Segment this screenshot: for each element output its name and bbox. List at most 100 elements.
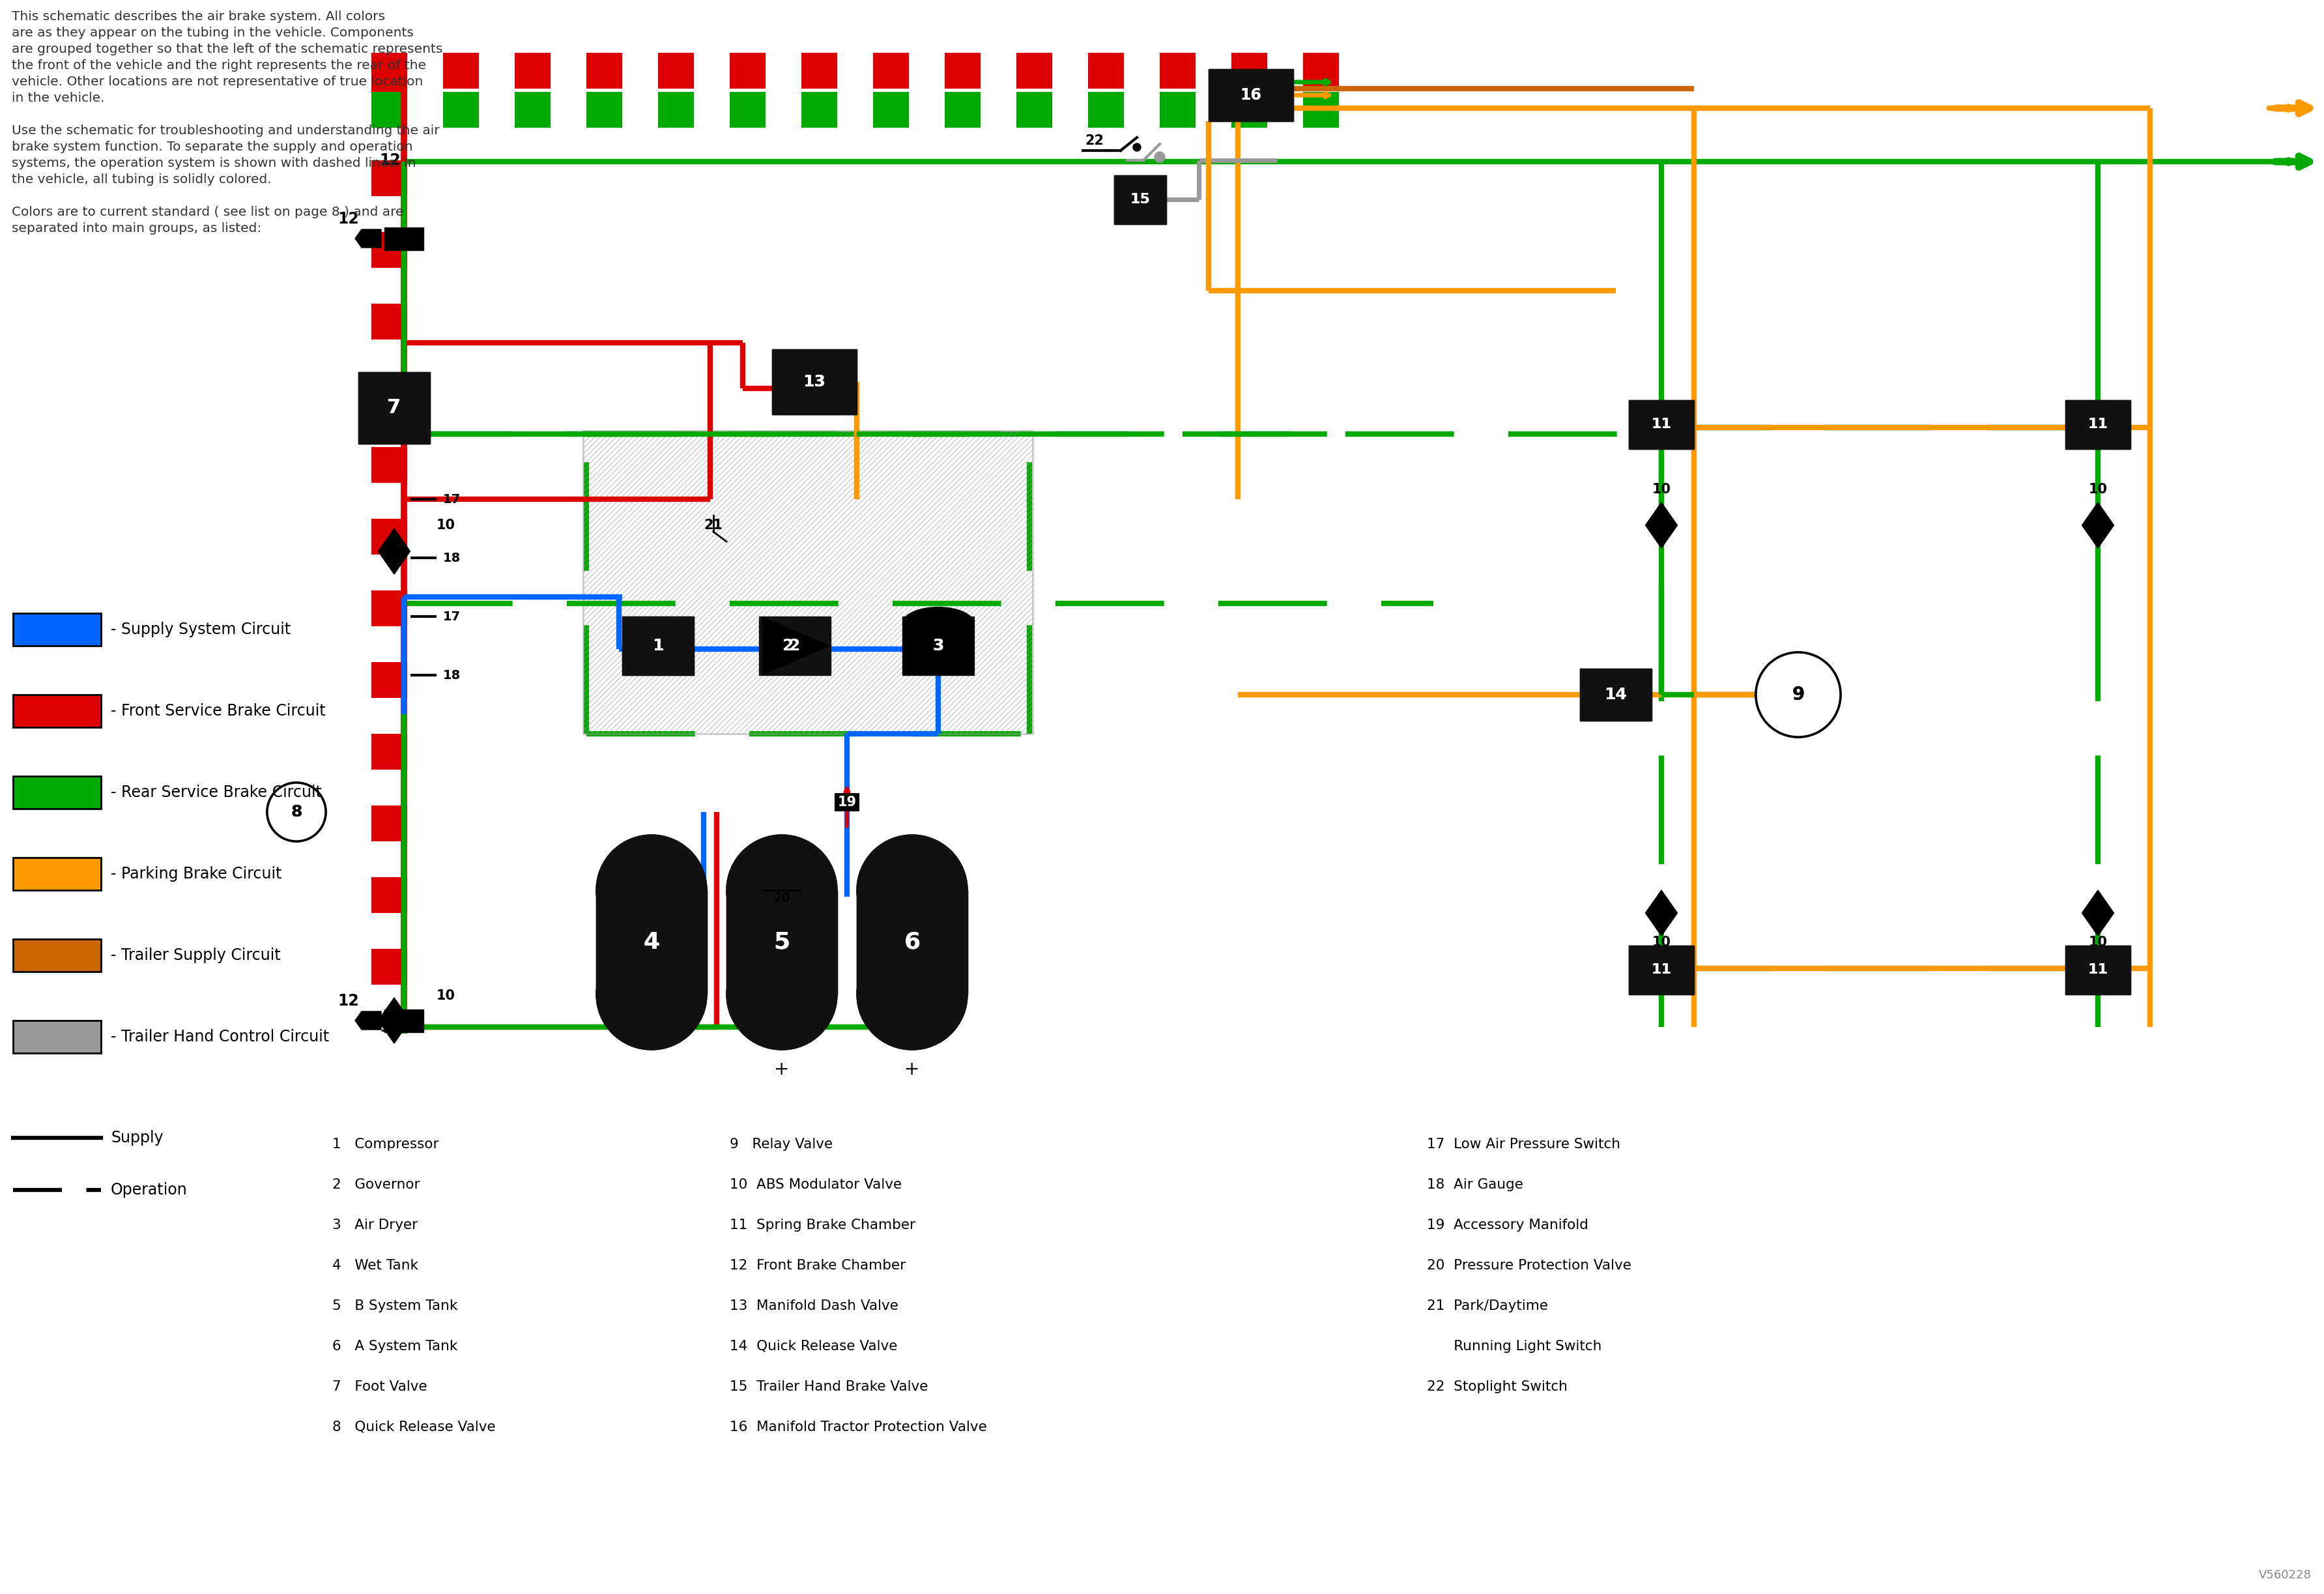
Bar [372,89,407,124]
Bar [14,776,100,808]
Text: 17: 17 [444,493,460,505]
Text: +: + [774,1060,790,1079]
Text: 5: 5 [774,931,790,953]
Bar [1580,668,1652,720]
Text: 11: 11 [2087,963,2108,976]
Text: 9: 9 [1792,685,1803,705]
Bar [623,617,695,676]
Bar [372,733,407,770]
Circle shape [267,783,325,842]
Ellipse shape [858,835,967,945]
Bar [658,53,695,89]
Ellipse shape [858,939,967,1050]
Text: 4: 4 [644,931,660,953]
Polygon shape [379,998,409,1044]
Bar [372,124,407,161]
Ellipse shape [727,835,837,945]
Bar [1125,92,1160,128]
Text: 15  Trailer Hand Brake Valve: 15 Trailer Hand Brake Valve [730,1380,927,1393]
Bar [372,411,407,446]
Bar [1113,175,1167,223]
Text: - Supply System Circuit: - Supply System Circuit [112,622,290,638]
Bar [372,268,407,304]
Text: 4   Wet Tank: 4 Wet Tank [332,1259,418,1272]
Bar [372,948,407,985]
Text: 2   Governor: 2 Governor [332,1178,421,1191]
Bar [946,92,981,128]
Text: 17: 17 [444,611,460,623]
Text: 11: 11 [1652,963,1671,976]
Bar [372,340,407,375]
Text: 10: 10 [437,990,456,1003]
Bar [1113,175,1167,223]
Bar [981,92,1016,128]
Bar [14,614,100,646]
Bar [2066,945,2131,995]
Text: 6: 6 [904,931,920,953]
Text: 15: 15 [1129,193,1150,206]
Bar [858,889,967,995]
Bar [772,349,858,414]
Text: V560228: V560228 [2259,1568,2312,1581]
Ellipse shape [902,607,974,639]
Bar [372,877,407,913]
Bar [623,92,658,128]
Text: 14: 14 [1604,687,1627,703]
Ellipse shape [858,835,967,945]
Text: 20: 20 [774,891,790,904]
Bar [623,53,658,89]
Bar [372,196,407,233]
Bar [1304,53,1339,89]
Text: 11: 11 [1652,418,1671,430]
Text: - Front Service Brake Circuit: - Front Service Brake Circuit [112,703,325,719]
Text: This schematic describes the air brake system. All colors
are as they appear on : This schematic describes the air brake s… [12,11,442,234]
Bar [695,53,730,89]
Bar [760,617,830,676]
Bar [372,626,407,662]
Bar [1629,400,1694,448]
Bar [2066,400,2131,448]
Bar [772,349,858,414]
Text: +: + [904,1060,920,1079]
Text: 22: 22 [1085,134,1104,147]
Text: 11: 11 [2087,418,2108,430]
Bar [372,92,407,128]
Text: 1   Compressor: 1 Compressor [332,1138,439,1151]
Bar [372,698,407,733]
Text: 14  Quick Release Valve: 14 Quick Release Valve [730,1341,897,1353]
Bar [1160,53,1195,89]
Text: 9   Relay Valve: 9 Relay Valve [730,1138,832,1151]
Text: - Parking Brake Circuit: - Parking Brake Circuit [112,866,281,881]
Bar [909,53,946,89]
Text: 10: 10 [1652,483,1671,496]
Text: 18: 18 [444,669,460,681]
Bar [946,53,981,89]
Bar [14,1020,100,1054]
Text: 13  Manifold Dash Valve: 13 Manifold Dash Valve [730,1299,899,1312]
Bar [658,92,695,128]
Polygon shape [1645,889,1678,936]
Bar [597,889,706,995]
Bar [14,858,100,889]
Polygon shape [356,230,381,247]
Bar [1053,53,1088,89]
Text: 5   B System Tank: 5 B System Tank [332,1299,458,1312]
Bar [1339,92,1355,128]
Bar [372,662,407,698]
Ellipse shape [727,939,837,1050]
Text: - Trailer Hand Control Circuit: - Trailer Hand Control Circuit [112,1030,330,1044]
Bar [1195,92,1232,128]
Circle shape [267,783,325,842]
Bar [2066,945,2131,995]
Text: 6: 6 [904,931,920,953]
Text: 12  Front Brake Chamber: 12 Front Brake Chamber [730,1259,906,1272]
Text: 16  Manifold Tractor Protection Valve: 16 Manifold Tractor Protection Valve [730,1420,988,1433]
Bar [372,233,407,268]
Text: 7: 7 [388,398,402,418]
Text: 1: 1 [653,638,665,654]
Text: 19: 19 [837,795,858,808]
Bar [727,889,837,995]
Text: 3: 3 [932,638,944,654]
Polygon shape [379,529,409,574]
Ellipse shape [597,939,706,1050]
